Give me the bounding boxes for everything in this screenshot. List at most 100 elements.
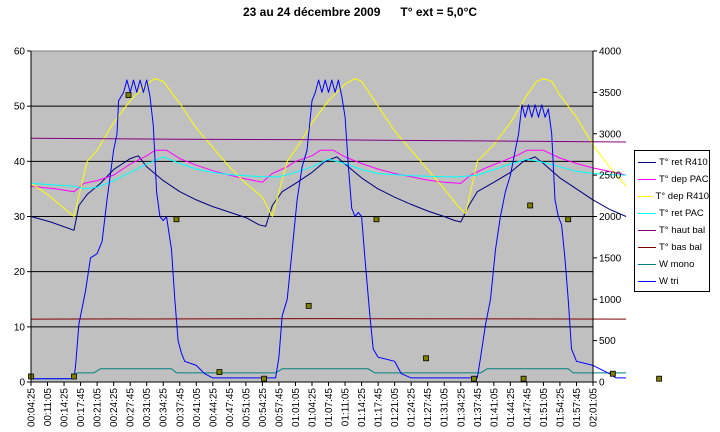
y-left-tick-label: 60 (14, 47, 26, 58)
x-tick-label: 00:51:05 (241, 388, 252, 427)
y-right-tick-label: 500 (599, 336, 616, 347)
x-tick-label: 01:24:25 (407, 388, 418, 427)
series-line (30, 156, 627, 190)
legend-item: W mono (638, 256, 709, 273)
x-tick-label: 00:47:45 (225, 388, 236, 427)
y-right-tick-label: 4000 (599, 47, 622, 58)
x-tick-label: 00:44:25 (208, 388, 219, 427)
legend-item: T° ret R410 (638, 154, 709, 171)
data-point-marker (173, 216, 180, 223)
x-tick-label: 00:27:45 (126, 388, 137, 427)
legend-swatch (638, 213, 656, 214)
y-left-tick-label: 0 (19, 378, 25, 389)
legend-item: T° ret PAC (638, 205, 709, 222)
x-tick-label: 01:21:05 (390, 388, 401, 427)
x-tick-label: 01:31:05 (440, 388, 451, 427)
series-line (30, 149, 627, 193)
legend-label: W mono (659, 259, 695, 270)
x-tick-label: 00:37:45 (175, 388, 186, 427)
y-right-tick-label: 3500 (599, 88, 622, 99)
legend-label: T° bas bal (659, 242, 702, 253)
chart-legend: T° ret R410 T° dep PAC T° dep R410 T° ret P… (634, 150, 710, 292)
legend-label: T° ret PAC (659, 208, 704, 219)
data-point-marker (520, 375, 527, 382)
data-point-marker (125, 92, 132, 99)
legend-swatch (638, 230, 656, 231)
legend-label: T° dep R410 (655, 191, 709, 202)
x-tick-label: 01:44:25 (506, 388, 517, 427)
data-point-marker (261, 375, 267, 382)
x-tick-label: 00:31:05 (142, 388, 153, 427)
data-point-marker (71, 373, 77, 380)
legend-label: W tri (659, 276, 679, 287)
y-left-tick-label: 50 (14, 102, 26, 113)
series-line (30, 78, 627, 217)
x-tick-label: 00:24:25 (109, 388, 120, 427)
x-tick-label: 00:17:45 (76, 388, 87, 427)
y-right-tick-label: 1500 (599, 253, 622, 264)
series-line (30, 318, 627, 320)
x-tick-label: 00:14:25 (60, 388, 71, 427)
axes: 0 10 20 30 40 50 60 0 500 1000 1500 2000 2500 3000 350… (14, 47, 622, 427)
series-lines (30, 78, 627, 380)
y-left-tick-label: 10 (14, 322, 26, 333)
y-right-tick-label: 2500 (599, 171, 622, 182)
series-line (31, 79, 627, 380)
x-tick-label: 02:01:05 (589, 388, 600, 427)
legend-item: T° dep R410 (638, 188, 709, 205)
x-tick-label: 01:34:25 (456, 388, 467, 427)
x-tick-label: 00:21:05 (93, 388, 104, 427)
data-point-marker (565, 216, 572, 223)
x-tick-label: 01:04:25 (308, 388, 319, 427)
data-point-marker (471, 375, 477, 382)
data-point-marker (423, 355, 429, 362)
legend-label: T° ret R410 (659, 157, 708, 168)
x-tick-label: 01:01:05 (291, 388, 302, 427)
series-line (30, 137, 627, 143)
x-tick-label: 00:34:25 (159, 388, 170, 427)
x-tick-label: 01:51:05 (539, 388, 550, 427)
data-point-marker (609, 370, 616, 377)
y-right-tick-label: 0 (599, 378, 605, 389)
x-tick-label: 00:41:05 (192, 388, 203, 427)
point-markers (28, 92, 663, 382)
x-tick-label: 00:11:05 (43, 388, 54, 427)
series-line (31, 368, 627, 380)
y-right-tick-label: 3000 (599, 129, 622, 140)
data-point-marker (305, 302, 312, 309)
data-point-marker (527, 202, 534, 209)
y-left-tick-label: 20 (14, 267, 26, 278)
series-line (30, 155, 627, 231)
legend-item: T° haut bal (638, 222, 709, 239)
x-tick-label: 01:11:05 (341, 388, 352, 427)
gridlines (31, 105, 593, 328)
y-left-tick-label: 40 (14, 157, 26, 168)
legend-swatch (638, 281, 656, 282)
x-tick-label: 00:57:45 (274, 388, 285, 427)
data-point-marker (656, 375, 663, 382)
x-tick-label: 01:57:45 (572, 388, 583, 427)
x-tick-label: 01:47:45 (522, 388, 533, 427)
legend-item: W tri (638, 273, 709, 290)
data-point-marker (373, 216, 380, 223)
legend-item: T° bas bal (638, 239, 709, 256)
x-tick-label: 01:17:45 (374, 388, 385, 427)
legend-label: T° dep PAC (659, 174, 709, 185)
legend-label: T° haut bal (659, 225, 706, 236)
x-tick-label: 00:54:25 (258, 388, 269, 427)
data-point-marker (216, 369, 223, 375)
legend-swatch (638, 247, 656, 248)
x-tick-label: 01:07:45 (324, 388, 335, 427)
x-tick-label: 01:54:25 (555, 388, 566, 427)
y-right-tick-label: 1000 (599, 295, 622, 306)
legend-swatch (638, 264, 656, 265)
y-left-tick-label: 30 (14, 212, 26, 223)
x-tick-label: 01:41:05 (489, 388, 500, 427)
legend-swatch (638, 179, 656, 180)
x-tick-label: 01:37:45 (473, 388, 484, 427)
x-tick-label: 01:27:45 (423, 388, 434, 427)
x-tick-label: 01:14:25 (357, 388, 368, 427)
legend-swatch (638, 196, 653, 197)
legend-item: T° dep PAC (638, 171, 709, 188)
